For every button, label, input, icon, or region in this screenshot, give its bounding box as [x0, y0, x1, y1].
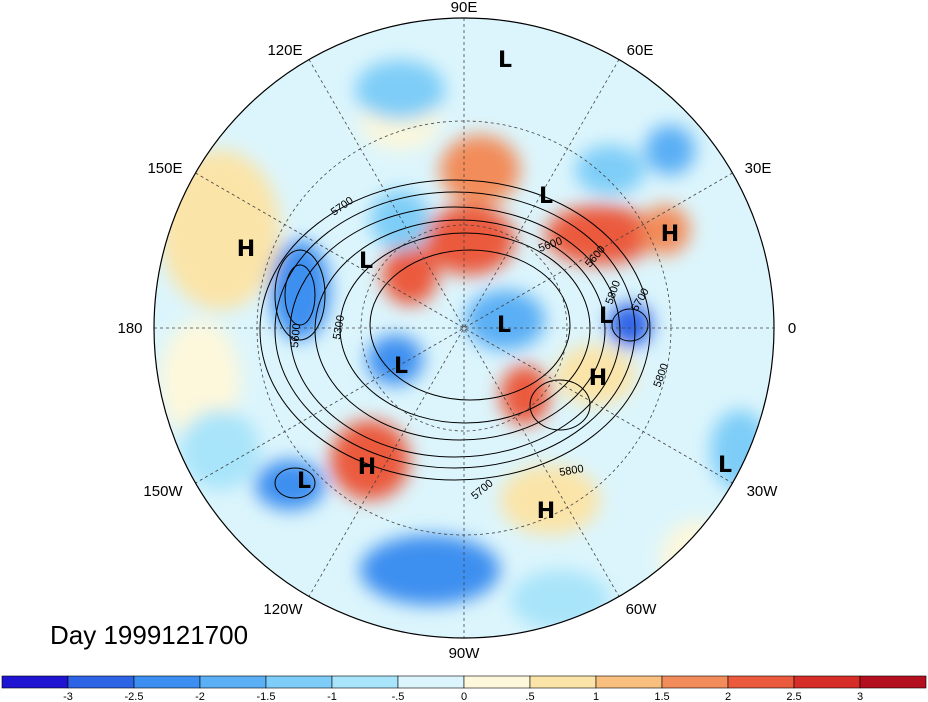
- lon-label-0: 0: [788, 320, 796, 337]
- high-pressure-marker: H: [237, 237, 255, 262]
- colorbar-swatch: [397, 675, 465, 689]
- colorbar: -3 -2.5 -2 -1.5 -1 -.5 0 .5 1 1.5 2 2.5 3: [1, 675, 927, 702]
- colorbar-tick-label: -.5: [392, 691, 405, 702]
- contour-label: 5800: [558, 463, 584, 479]
- colorbar-tick-label: 1.5: [654, 691, 669, 702]
- high-pressure-marker: H: [661, 222, 679, 247]
- colorbar-swatch: [331, 675, 399, 689]
- colorbar-swatch: [529, 675, 597, 689]
- date-title: Day 1999121700: [50, 620, 249, 650]
- lon-label-90e: 90E: [451, 0, 478, 16]
- longitude-labels: 90E 60E 30E 0 30W 60W 90W 120W 150W 180 …: [117, 0, 796, 662]
- lon-label-60w: 60W: [626, 601, 658, 618]
- colorbar-swatch: [67, 675, 135, 689]
- low-pressure-marker: L: [359, 249, 373, 274]
- map-boundary: [153, 17, 775, 639]
- lon-label-180: 180: [117, 320, 142, 337]
- lon-label-150e: 150E: [147, 160, 182, 177]
- low-pressure-marker: L: [498, 48, 512, 73]
- colorbar-swatch: [727, 675, 795, 689]
- graticule: [154, 18, 774, 638]
- colorbar-tick-label: 0: [461, 691, 467, 702]
- lon-label-120e: 120E: [267, 42, 302, 59]
- lon-label-30w: 30W: [747, 483, 779, 500]
- lon-label-30e: 30E: [745, 160, 772, 177]
- colorbar-tick-label: -1: [327, 691, 337, 702]
- colorbar-tick-label: -2: [195, 691, 205, 702]
- colorbar-tick-label: 2: [725, 691, 731, 702]
- colorbar-tick-label: 2.5: [786, 691, 801, 702]
- colorbar-swatch: [595, 675, 663, 689]
- colorbar-tick-label: -1.5: [257, 691, 276, 702]
- low-pressure-marker: L: [599, 304, 613, 329]
- contour-label: 5600: [289, 323, 303, 348]
- low-pressure-marker: L: [539, 184, 553, 209]
- colorbar-tick-label: 1: [593, 691, 599, 702]
- pressure-systems: L L L L L L L L H H H H H: [237, 48, 732, 524]
- colorbar-swatch: [1, 675, 69, 689]
- colorbar-tick-label: 3: [857, 691, 863, 702]
- colorbar-swatch: [463, 675, 531, 689]
- colorbar-swatch: [661, 675, 729, 689]
- colorbar-swatch: [133, 675, 201, 689]
- high-pressure-marker: H: [589, 366, 607, 391]
- anomaly-field: [154, 18, 774, 638]
- colorbar-swatch: [793, 675, 861, 689]
- low-pressure-marker: L: [718, 453, 732, 478]
- colorbar-swatch: [265, 675, 333, 689]
- contour-label: 5300: [331, 314, 347, 340]
- low-pressure-marker: L: [394, 354, 408, 379]
- low-pressure-marker: L: [497, 313, 511, 338]
- colorbar-tick-label: -3: [63, 691, 73, 702]
- colorbar-swatch: [199, 675, 267, 689]
- high-pressure-marker: H: [358, 455, 376, 480]
- lon-label-120w: 120W: [263, 601, 303, 618]
- lon-label-60e: 60E: [627, 42, 654, 59]
- colorbar-tick-label: .5: [525, 691, 534, 702]
- high-pressure-marker: H: [537, 499, 555, 524]
- low-pressure-marker: L: [297, 469, 311, 494]
- lon-label-150w: 150W: [143, 483, 183, 500]
- colorbar-swatch: [859, 675, 927, 689]
- lon-label-90w: 90W: [449, 645, 481, 662]
- colorbar-tick-label: -2.5: [125, 691, 144, 702]
